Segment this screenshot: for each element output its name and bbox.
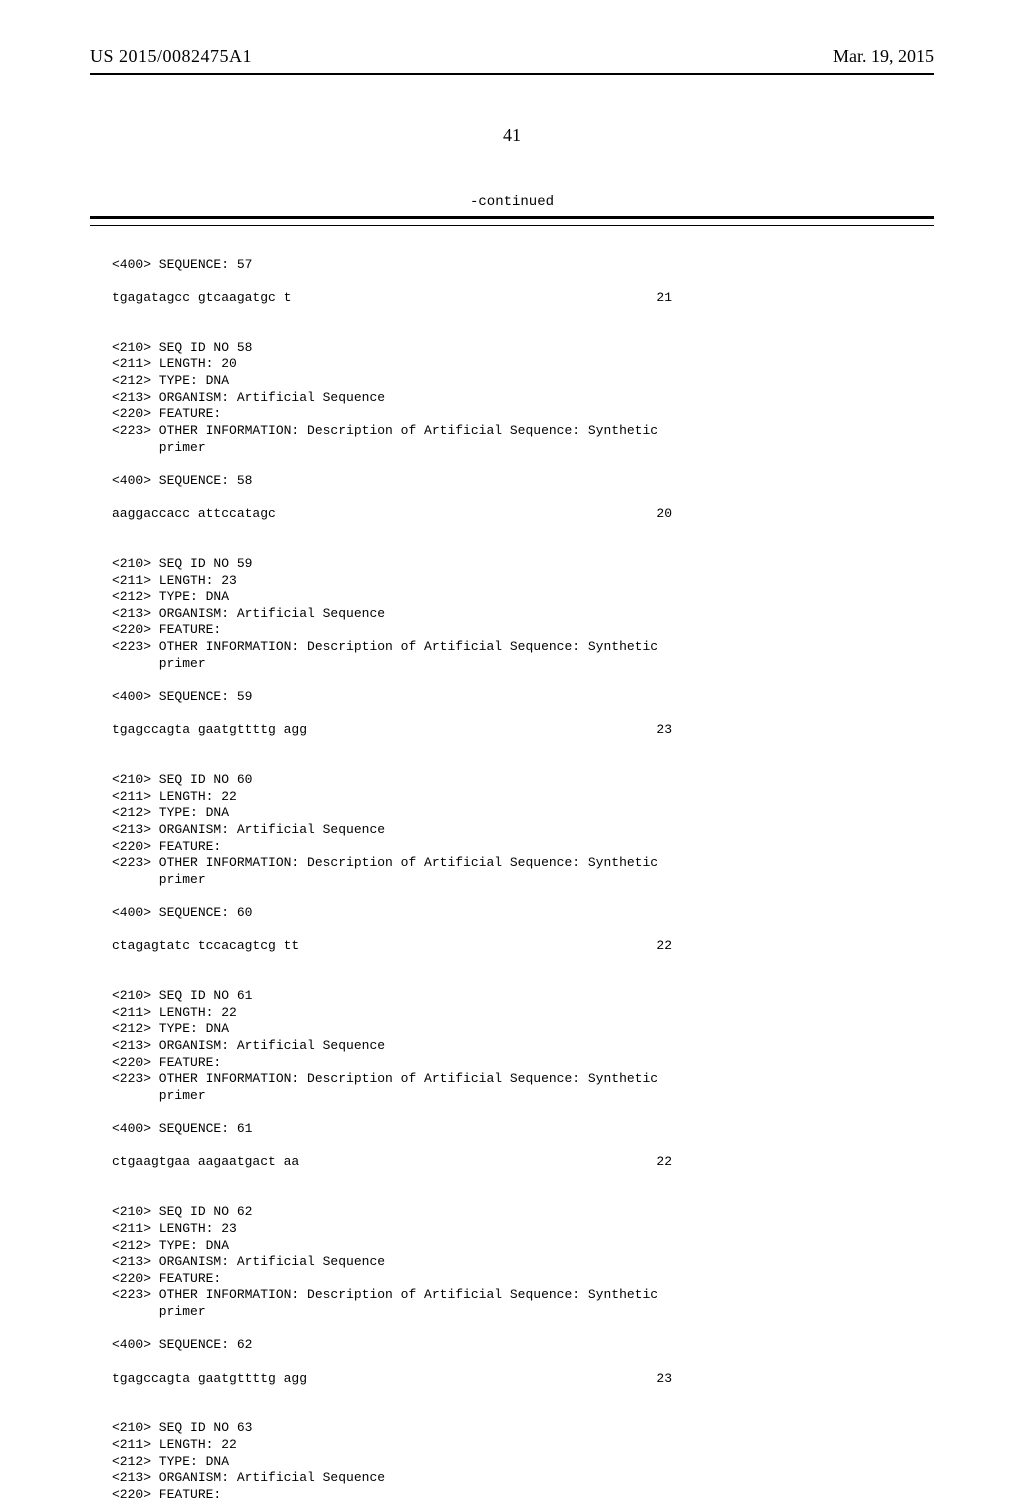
sequence-listing: <400> SEQUENCE: 57 tgagatagcc gtcaagatgc… (90, 226, 934, 1504)
header-rule (90, 73, 934, 75)
listing-top-rule-thick (90, 216, 934, 219)
listing-line: <400> SEQUENCE: 60 (112, 905, 934, 922)
listing-line: <220> FEATURE: (112, 1487, 934, 1504)
blank-line (112, 706, 934, 723)
blank-line (112, 922, 934, 939)
listing-line: <223> OTHER INFORMATION: Description of … (112, 855, 934, 872)
sequence-length: 22 (656, 938, 672, 955)
page: US 2015/0082475A1 Mar. 19, 2015 41 -cont… (0, 0, 1024, 1320)
listing-line: <213> ORGANISM: Artificial Sequence (112, 1254, 934, 1271)
blank-line (112, 1354, 934, 1371)
sequence-line: aaggaccacc attccatagc 20 (112, 506, 672, 523)
sequence-length: 23 (656, 722, 672, 739)
listing-line: <220> FEATURE: (112, 1271, 934, 1288)
blank-line (112, 755, 934, 772)
listing-line: <220> FEATURE: (112, 1055, 934, 1072)
blank-line (112, 323, 934, 340)
listing-line: <223> OTHER INFORMATION: Description of … (112, 1071, 934, 1088)
listing-line: primer (112, 1304, 934, 1321)
sequence-line: ctgaagtgaa aagaatgact aa 22 (112, 1154, 672, 1171)
listing-line: <210> SEQ ID NO 62 (112, 1204, 934, 1221)
blank-line (112, 1138, 934, 1155)
listing-line: <220> FEATURE: (112, 839, 934, 856)
listing-line: <210> SEQ ID NO 59 (112, 556, 934, 573)
sequence-length: 20 (656, 506, 672, 523)
listing-line: <400> SEQUENCE: 62 (112, 1337, 934, 1354)
listing-line: <212> TYPE: DNA (112, 589, 934, 606)
sequence-text: tgagccagta gaatgttttg agg (112, 722, 307, 739)
listing-line: <223> OTHER INFORMATION: Description of … (112, 423, 934, 440)
listing-line: <211> LENGTH: 22 (112, 1005, 934, 1022)
blank-line (112, 1387, 934, 1404)
blank-line (112, 456, 934, 473)
listing-line: <213> ORGANISM: Artificial Sequence (112, 822, 934, 839)
listing-line: <210> SEQ ID NO 60 (112, 772, 934, 789)
publication-number: US 2015/0082475A1 (90, 46, 252, 67)
listing-line: <213> ORGANISM: Artificial Sequence (112, 1038, 934, 1055)
listing-line: <400> SEQUENCE: 61 (112, 1121, 934, 1138)
publication-date: Mar. 19, 2015 (833, 46, 934, 67)
listing-line: <210> SEQ ID NO 61 (112, 988, 934, 1005)
listing-line: <210> SEQ ID NO 58 (112, 340, 934, 357)
listing-line: <212> TYPE: DNA (112, 1454, 934, 1471)
listing-line: primer (112, 440, 934, 457)
listing-line: <213> ORGANISM: Artificial Sequence (112, 390, 934, 407)
blank-line (112, 972, 934, 989)
sequence-line: tgagatagcc gtcaagatgc t 21 (112, 290, 672, 307)
listing-line: primer (112, 872, 934, 889)
sequence-length: 22 (656, 1154, 672, 1171)
sequence-text: aaggaccacc attccatagc (112, 506, 276, 523)
listing-line: <211> LENGTH: 20 (112, 356, 934, 373)
page-number: 41 (90, 125, 934, 146)
blank-line (112, 1188, 934, 1205)
continued-label: -continued (90, 194, 934, 210)
blank-line (112, 273, 934, 290)
listing-line: <400> SEQUENCE: 59 (112, 689, 934, 706)
sequence-text: ctgaagtgaa aagaatgact aa (112, 1154, 299, 1171)
sequence-text: ctagagtatc tccacagtcg tt (112, 938, 299, 955)
listing-line: <211> LENGTH: 22 (112, 1437, 934, 1454)
listing-line: <212> TYPE: DNA (112, 805, 934, 822)
listing-line: <223> OTHER INFORMATION: Description of … (112, 1287, 934, 1304)
sequence-line: tgagccagta gaatgttttg agg 23 (112, 722, 672, 739)
sequence-text: tgagatagcc gtcaagatgc t (112, 290, 291, 307)
listing-line: <220> FEATURE: (112, 406, 934, 423)
blank-line (112, 1105, 934, 1122)
listing-line: <223> OTHER INFORMATION: Description of … (112, 639, 934, 656)
blank-line (112, 240, 934, 257)
listing-line: <211> LENGTH: 23 (112, 1221, 934, 1238)
blank-line (112, 1321, 934, 1338)
blank-line (112, 739, 934, 756)
listing-line: <210> SEQ ID NO 63 (112, 1420, 934, 1437)
listing-line: <211> LENGTH: 23 (112, 573, 934, 590)
listing-line: <212> TYPE: DNA (112, 1021, 934, 1038)
blank-line (112, 1404, 934, 1421)
blank-line (112, 539, 934, 556)
listing-line: <213> ORGANISM: Artificial Sequence (112, 1470, 934, 1487)
listing-line: <212> TYPE: DNA (112, 373, 934, 390)
page-header: US 2015/0082475A1 Mar. 19, 2015 (90, 46, 934, 67)
listing-line: <211> LENGTH: 22 (112, 789, 934, 806)
blank-line (112, 523, 934, 540)
sequence-length: 23 (656, 1371, 672, 1388)
listing-line: <400> SEQUENCE: 57 (112, 257, 934, 274)
blank-line (112, 955, 934, 972)
listing-line: <212> TYPE: DNA (112, 1238, 934, 1255)
listing-line: <400> SEQUENCE: 58 (112, 473, 934, 490)
blank-line (112, 307, 934, 324)
listing-line: primer (112, 656, 934, 673)
blank-line (112, 672, 934, 689)
sequence-line: ctagagtatc tccacagtcg tt 22 (112, 938, 672, 955)
listing-line: <220> FEATURE: (112, 622, 934, 639)
listing-line: <213> ORGANISM: Artificial Sequence (112, 606, 934, 623)
blank-line (112, 489, 934, 506)
blank-line (112, 1171, 934, 1188)
listing-line: primer (112, 1088, 934, 1105)
blank-line (112, 888, 934, 905)
sequence-line: tgagccagta gaatgttttg agg 23 (112, 1371, 672, 1388)
sequence-length: 21 (656, 290, 672, 307)
sequence-text: tgagccagta gaatgttttg agg (112, 1371, 307, 1388)
